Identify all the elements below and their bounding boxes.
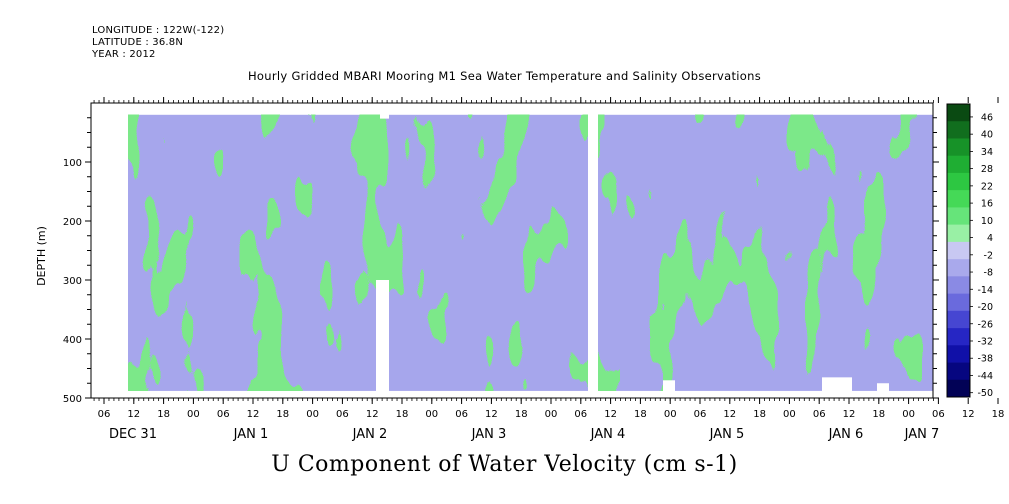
axes: 06 12 18 00 06 12 18 00 06 12 18 00 06 12 18 00 06 12 18 00… — [63, 97, 1005, 442]
heatmap-positive-field — [128, 114, 588, 391]
colorbar-swatch — [947, 121, 970, 139]
y-tick-label: 400 — [63, 335, 82, 346]
colorbar-swatch — [947, 190, 970, 208]
colorbar-label: -8 — [984, 268, 993, 279]
colorbar-swatch — [947, 104, 970, 122]
colorbar-label: -38 — [977, 354, 993, 365]
colorbar-frame — [946, 103, 971, 398]
colorbar-label: -2 — [984, 250, 993, 261]
x-tick-label: 00 — [545, 409, 558, 420]
x-date-label: JAN 6 — [828, 427, 864, 442]
x-date-label: JAN 1 — [233, 427, 269, 442]
colorbar-label: 4 — [987, 233, 993, 244]
x-tick-label: 06 — [694, 409, 707, 420]
x-tick-label: 00 — [187, 409, 200, 420]
colorbar-label: 46 — [981, 112, 993, 123]
x-tick-label: 12 — [485, 409, 498, 420]
x-tick-label: 12 — [604, 409, 617, 420]
colorbar-swatch — [947, 379, 970, 398]
heatmap-positive-field — [598, 114, 933, 391]
x-tick-label: 00 — [783, 409, 796, 420]
colorbar-swatch — [947, 293, 970, 312]
x-tick-label: 06 — [813, 409, 826, 420]
x-axis-label: U Component of Water Velocity (cm s-1) — [271, 452, 738, 477]
y-tick-label: 100 — [63, 158, 82, 169]
data-gap — [822, 377, 852, 393]
colorbar-swatch — [947, 241, 970, 260]
colorbar-label: 34 — [981, 147, 993, 158]
data-gap — [376, 280, 389, 393]
colorbar-swatch — [947, 345, 970, 363]
colorbar-label: 28 — [981, 164, 993, 175]
colorbar-swatch — [947, 224, 970, 243]
y-tick-label: 500 — [63, 394, 82, 405]
colorbar-label: -50 — [977, 388, 993, 399]
x-tick-label: 18 — [157, 409, 170, 420]
x-date-label: DEC 31 — [109, 427, 157, 442]
x-tick-label: 06 — [217, 409, 230, 420]
colorbar-label: 22 — [981, 181, 993, 192]
year-label: YEAR : 2012 — [92, 49, 156, 60]
x-tick-label: 18 — [753, 409, 766, 420]
x-date-label: JAN 2 — [352, 427, 388, 442]
x-tick-label: 06 — [932, 409, 945, 420]
x-date-label: JAN 4 — [590, 427, 626, 442]
chart-title: Hourly Gridded MBARI Mooring M1 Sea Wate… — [247, 69, 762, 83]
colorbar-label: -44 — [977, 371, 993, 382]
x-tick-label: 12 — [366, 409, 379, 420]
x-tick-label: 00 — [306, 409, 319, 420]
x-tick-label: 18 — [634, 409, 647, 420]
x-tick-label: 06 — [98, 409, 111, 420]
colorbar-swatch — [947, 259, 970, 277]
x-tick-label: 12 — [843, 409, 856, 420]
x-tick-label: 06 — [574, 409, 587, 420]
x-tick-label: 06 — [455, 409, 468, 420]
x-tick-label: 00 — [425, 409, 438, 420]
x-date-label: JAN 5 — [709, 427, 745, 442]
colorbar-swatch — [947, 310, 970, 329]
x-tick-label: 18 — [515, 409, 528, 420]
colorbar-swatch — [947, 362, 970, 381]
x-tick-label: 00 — [664, 409, 677, 420]
x-tick-label: 06 — [336, 409, 349, 420]
x-tick-label: 18 — [276, 409, 289, 420]
x-tick-label: 12 — [723, 409, 736, 420]
colorbar-swatch — [947, 276, 970, 294]
colorbar: 46 40 34 28 22 16 10 4 -2 -8 -14 -20 -26 -32 -38 -44 -50 — [946, 103, 993, 399]
colorbar-label: 10 — [981, 216, 993, 227]
data-gap — [663, 380, 675, 393]
x-tick-label: 18 — [872, 409, 885, 420]
y-tick-label: 300 — [63, 276, 82, 287]
colorbar-label: 40 — [981, 130, 993, 141]
colorbar-swatch — [947, 155, 970, 174]
colorbar-label: -26 — [977, 319, 993, 330]
x-date-label: JAN 3 — [471, 427, 507, 442]
colorbar-swatch — [947, 172, 970, 191]
colorbar-label: -32 — [977, 336, 993, 347]
colorbar-label: -20 — [977, 302, 993, 313]
data-gap — [380, 113, 389, 119]
x-tick-label: 12 — [247, 409, 260, 420]
colorbar-swatch — [947, 138, 970, 157]
latitude-label: LATITUDE : 36.8N — [92, 37, 184, 48]
x-tick-label: 00 — [902, 409, 915, 420]
colorbar-swatch — [947, 207, 970, 225]
y-tick-label: 200 — [63, 217, 82, 228]
data-gap — [877, 383, 889, 393]
y-axis-label: DEPTH (m) — [35, 226, 48, 286]
colorbar-label: 16 — [981, 199, 993, 210]
longitude-label: LONGITUDE : 122W(-122) — [92, 25, 225, 36]
x-date-label: JAN 7 — [904, 427, 940, 442]
x-tick-label: 18 — [396, 409, 409, 420]
x-tick-label: 12 — [127, 409, 140, 420]
colorbar-label: -14 — [977, 285, 993, 296]
x-tick-label: 18 — [992, 409, 1005, 420]
x-tick-label: 12 — [962, 409, 975, 420]
colorbar-swatch — [947, 328, 970, 346]
heatmap-area — [128, 113, 933, 393]
